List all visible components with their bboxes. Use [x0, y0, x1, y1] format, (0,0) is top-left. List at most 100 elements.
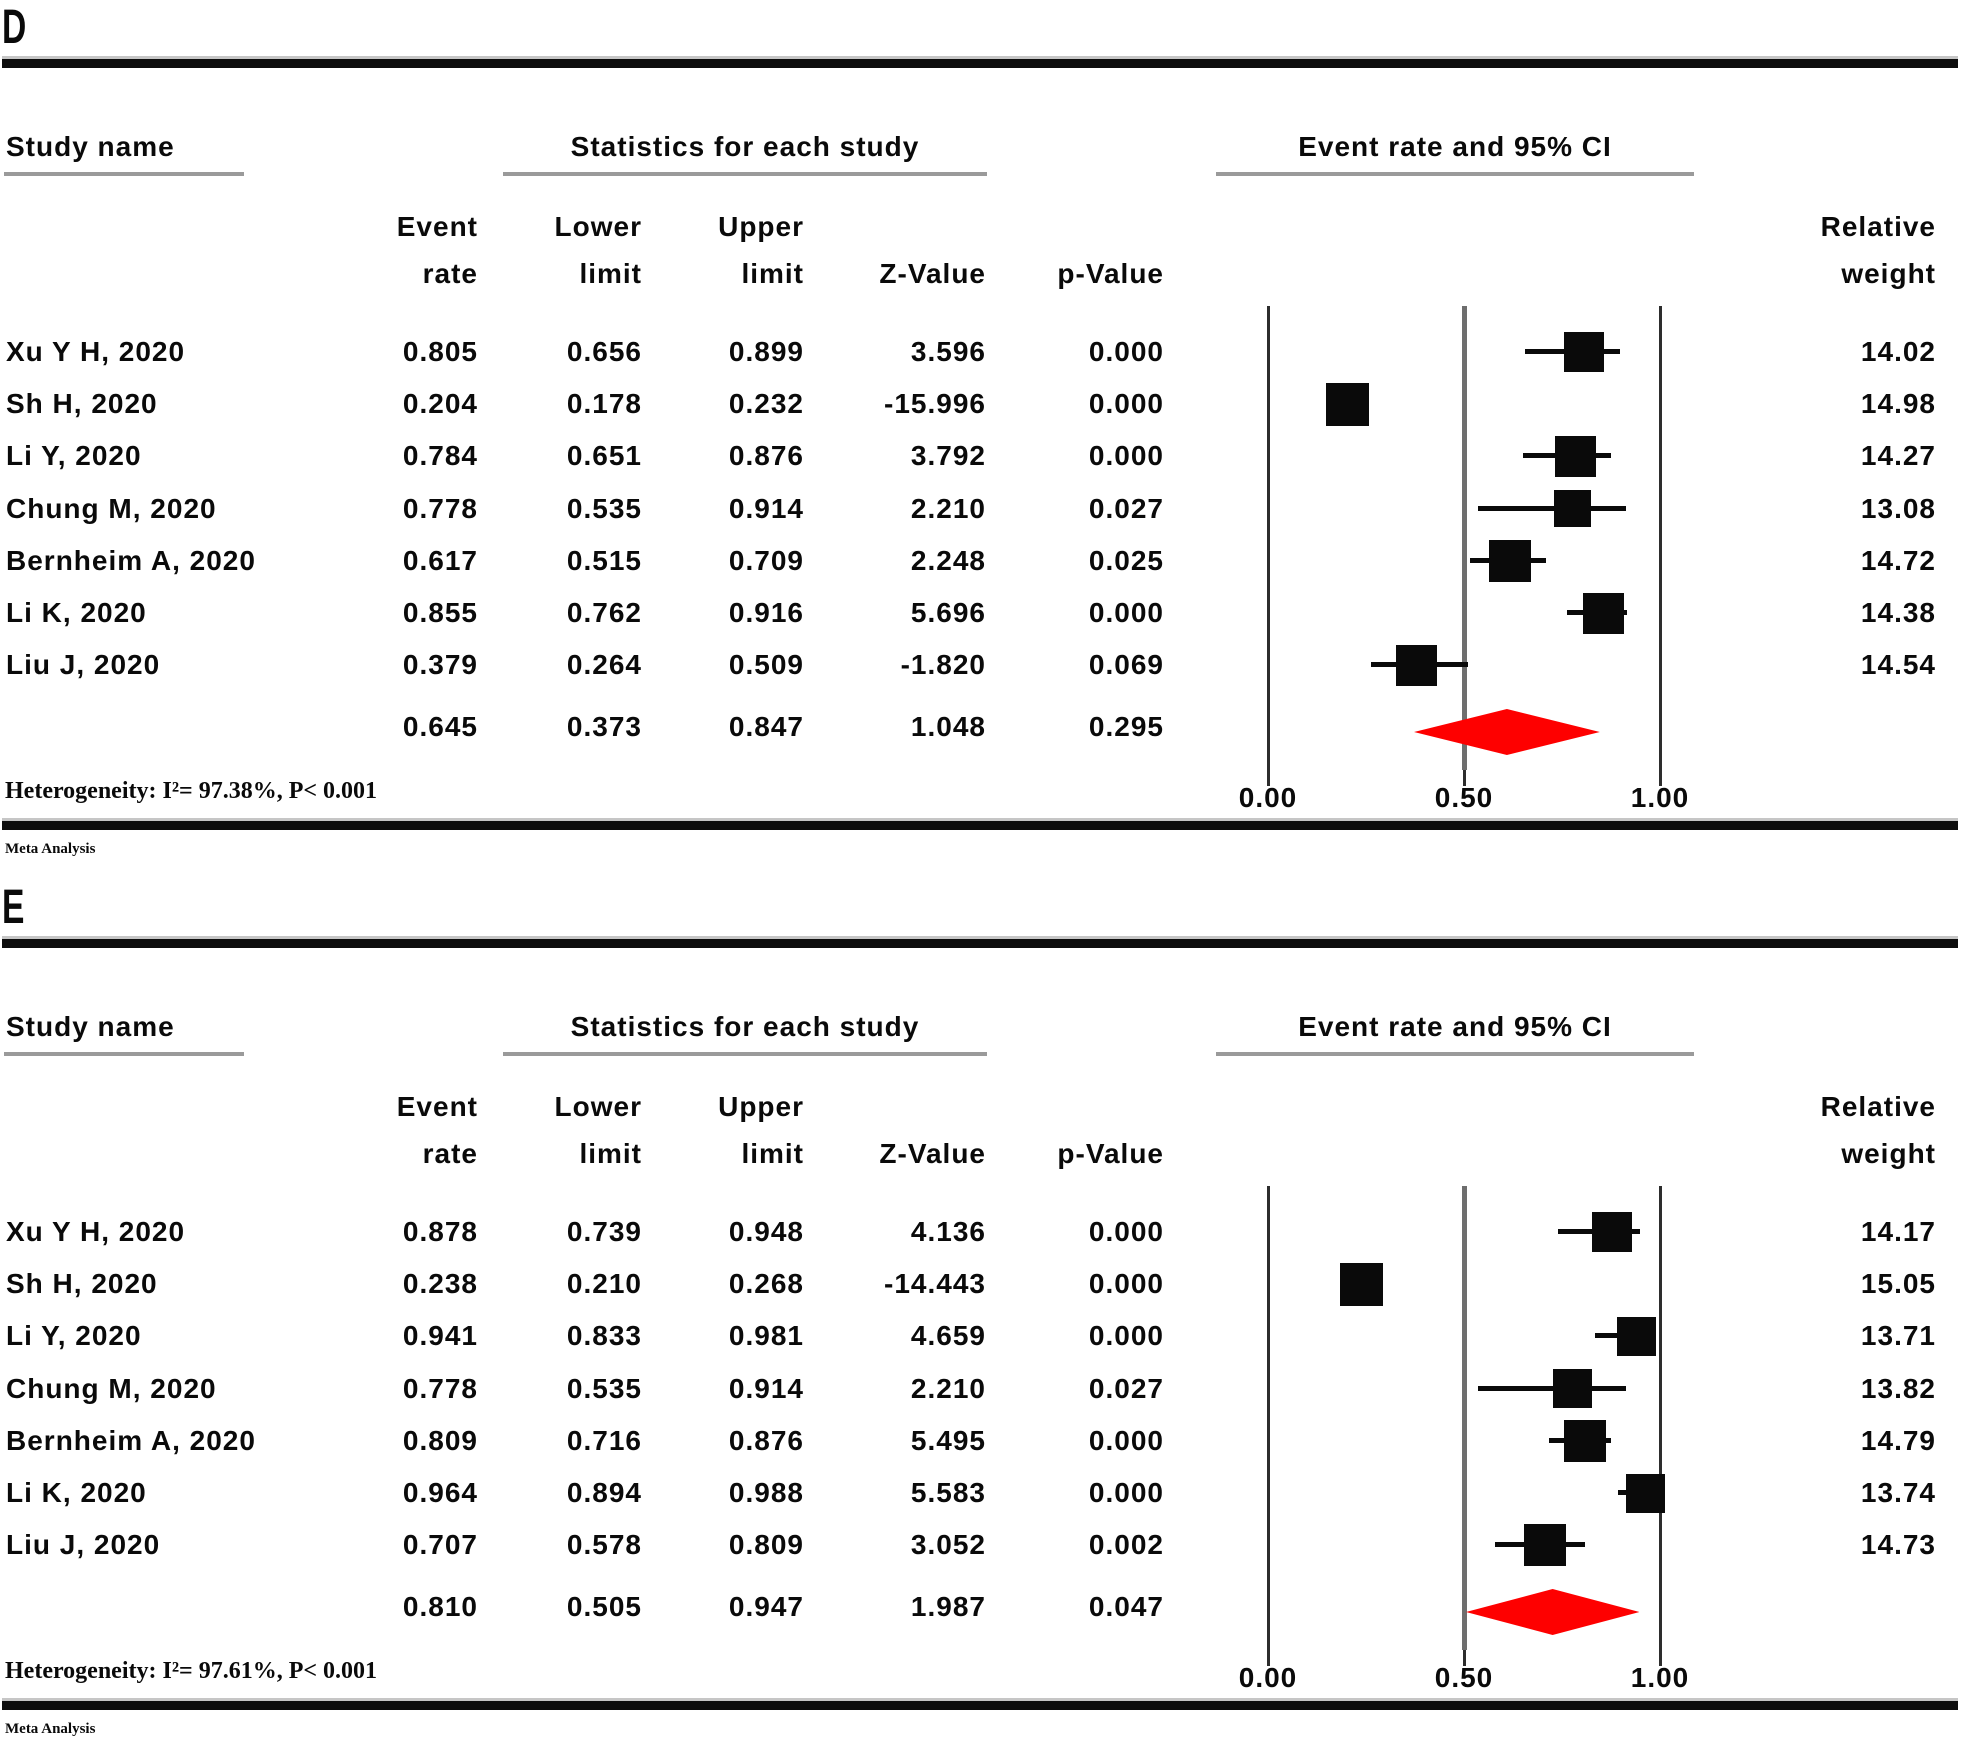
meta-analysis-label: Meta Analysis — [5, 841, 96, 857]
effect-square — [1564, 1419, 1607, 1462]
z-value-cell: 5.583 — [910, 1477, 986, 1508]
event-rate-header-line2: rate — [422, 258, 478, 289]
lower-limit-cell: 0.894 — [566, 1477, 642, 1508]
effect-square — [1339, 1262, 1383, 1306]
upper-limit-cell: 0.988 — [728, 1477, 804, 1508]
overall-event-rate-cell: 0.810 — [402, 1591, 478, 1623]
plot-title: Event rate and 95% CI — [1298, 1011, 1612, 1042]
lower-limit-header-line2: limit — [579, 1138, 642, 1169]
top-rule — [2, 56, 1958, 68]
overall-p-value-cell: 0.295 — [1088, 711, 1164, 743]
z-value-header: Z-Value — [879, 1138, 986, 1169]
p-value-cell: 0.000 — [1088, 388, 1164, 420]
relative-weight-cell: 14.54 — [1860, 649, 1936, 681]
axis-tick — [1266, 770, 1270, 786]
study-name-cell: Liu J, 2020 — [6, 649, 161, 681]
relative-weight-cell: 14.72 — [1860, 544, 1936, 576]
event-rate-cell: 0.238 — [402, 1268, 478, 1300]
study-header-underline — [4, 1052, 244, 1056]
p-value-cell: 0.000 — [1088, 440, 1164, 472]
z-value-cell: 3.596 — [910, 336, 986, 367]
bottom-rule — [2, 1698, 1958, 1710]
table-rows: Xu Y H, 2020 0.805 0.656 0.899 3.596 0.000 14.… — [6, 336, 1936, 743]
axis-gridline — [1461, 306, 1467, 770]
p-value-cell: 0.000 — [1088, 1216, 1164, 1247]
study-name-cell: Sh H, 2020 — [6, 388, 158, 420]
lower-limit-cell: 0.264 — [566, 649, 642, 681]
axis-tick-label: 0.00 — [1238, 1662, 1298, 1693]
study-name-header: Study name — [6, 1011, 175, 1042]
upper-limit-header-line1: Upper — [718, 1091, 804, 1122]
event-rate-cell: 0.878 — [402, 1216, 478, 1247]
axis-tick — [1658, 770, 1662, 786]
lower-limit-cell: 0.762 — [566, 597, 642, 628]
upper-limit-cell: 0.981 — [728, 1320, 804, 1352]
z-value-cell: 2.248 — [910, 544, 986, 576]
lower-limit-cell: 0.656 — [566, 336, 642, 367]
overall-upper-limit-cell: 0.947 — [728, 1591, 804, 1623]
relative-weight-cell: 14.02 — [1860, 336, 1936, 367]
p-value-cell: 0.000 — [1088, 1477, 1164, 1508]
p-value-header: p-Value — [1057, 1138, 1164, 1169]
axis-tick-label: 0.00 — [1238, 782, 1298, 813]
summary-diamond — [1465, 1589, 1640, 1636]
overall-lower-limit-cell: 0.373 — [566, 711, 642, 743]
event-rate-header-line1: Event — [396, 1091, 478, 1122]
statistics-group-header: Statistics for each study — [570, 131, 920, 162]
upper-limit-header-line2: limit — [741, 1138, 804, 1169]
axis-tick-label: 1.00 — [1630, 1662, 1690, 1693]
study-name-cell: Xu Y H, 2020 — [6, 336, 186, 367]
study-name-cell: Li Y, 2020 — [6, 440, 142, 472]
upper-limit-cell: 0.916 — [728, 597, 804, 628]
effect-square — [1554, 435, 1596, 477]
ci-line — [1477, 1385, 1627, 1391]
z-value-cell: 2.210 — [910, 1372, 986, 1404]
study-name-cell: Sh H, 2020 — [6, 1268, 158, 1300]
summary-diamond — [1414, 709, 1600, 756]
upper-limit-cell: 0.876 — [728, 1424, 804, 1456]
axis-tick — [1266, 1650, 1270, 1666]
study-name-cell: Chung M, 2020 — [6, 492, 217, 524]
lower-limit-cell: 0.578 — [566, 1529, 642, 1561]
study-name-cell: Xu Y H, 2020 — [6, 1216, 186, 1247]
effect-square — [1563, 332, 1604, 372]
effect-square — [1488, 539, 1531, 582]
event-rate-cell: 0.784 — [402, 440, 478, 472]
effect-square — [1592, 1212, 1633, 1252]
upper-limit-cell: 0.914 — [728, 1372, 804, 1404]
z-value-cell: 3.052 — [910, 1529, 986, 1561]
plot-title: Event rate and 95% CI — [1298, 131, 1612, 162]
z-value-cell: 2.210 — [910, 492, 986, 524]
p-value-cell: 0.000 — [1088, 597, 1164, 628]
effect-square — [1396, 644, 1438, 686]
lower-limit-cell: 0.651 — [566, 440, 642, 472]
lower-limit-cell: 0.535 — [566, 1372, 642, 1404]
z-value-cell: -15.996 — [884, 388, 986, 420]
axis-gridline — [1461, 1186, 1467, 1650]
study-name-cell: Liu J, 2020 — [6, 1529, 161, 1561]
axis-gridline — [1658, 306, 1662, 770]
event-rate-cell: 0.617 — [402, 544, 478, 576]
relative-weight-cell: 14.17 — [1860, 1216, 1936, 1247]
p-value-header: p-Value — [1057, 258, 1164, 289]
effect-square — [1553, 1369, 1593, 1409]
effect-square — [1582, 592, 1624, 634]
event-rate-header-line2: rate — [422, 1138, 478, 1169]
event-rate-cell: 0.204 — [402, 388, 478, 420]
heterogeneity-note: Heterogeneity: I²= 97.38%, P< 0.001 — [5, 778, 378, 804]
forest-plot-area: 0.00 0.50 1.00 — [0, 880, 1962, 1738]
lower-limit-cell: 0.178 — [566, 388, 642, 420]
overall-z-value-cell: 1.048 — [910, 711, 986, 743]
lower-limit-cell: 0.515 — [566, 544, 642, 576]
event-rate-cell: 0.964 — [402, 1477, 478, 1508]
overall-lower-limit-cell: 0.505 — [566, 1591, 642, 1623]
overall-p-value-cell: 0.047 — [1088, 1591, 1164, 1623]
p-value-cell: 0.000 — [1088, 1320, 1164, 1352]
relative-weight-cell: 13.74 — [1860, 1477, 1936, 1508]
z-value-cell: 3.792 — [910, 440, 986, 472]
lower-limit-header-line1: Lower — [554, 1091, 642, 1122]
statistics-header-underline — [503, 172, 987, 176]
axis-tick-label: 0.50 — [1434, 1662, 1494, 1693]
p-value-cell: 0.000 — [1088, 1268, 1164, 1300]
event-rate-cell: 0.707 — [402, 1529, 478, 1561]
